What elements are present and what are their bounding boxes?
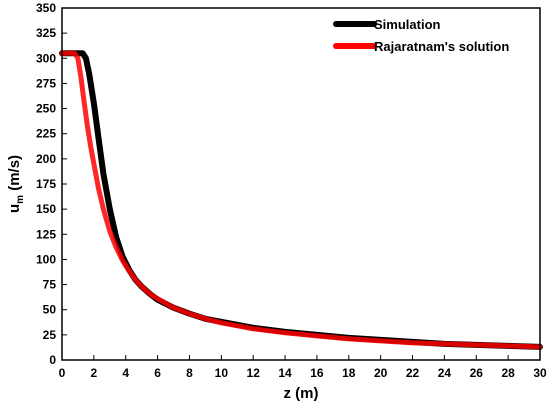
y-tick-label: 100 xyxy=(36,252,56,266)
y-tick-label: 350 xyxy=(36,1,56,15)
series-layer xyxy=(59,50,543,350)
x-tick-label: 4 xyxy=(122,366,129,380)
x-tick-label: 8 xyxy=(186,366,193,380)
legend: Simulation Rajaratnam's solution xyxy=(333,17,509,54)
plot-frame xyxy=(61,7,541,361)
y-axis-label-subscript: m xyxy=(15,195,26,204)
y-tick-label: 150 xyxy=(36,202,56,216)
series-line-simulation xyxy=(59,50,543,350)
x-axis-ticks: 0 2 4 6 8 10 12 14 16 18 20 22 24 26 28 30 xyxy=(59,355,547,380)
x-tick-label: 24 xyxy=(438,366,452,380)
y-tick-label: 275 xyxy=(36,76,56,90)
y-tick-label: 325 xyxy=(36,26,56,40)
x-tick-label: 2 xyxy=(91,366,98,380)
series-line-rajaratnam xyxy=(59,50,543,350)
x-tick-label: 18 xyxy=(342,366,356,380)
x-tick-label: 16 xyxy=(310,366,324,380)
x-tick-label: 6 xyxy=(154,366,161,380)
x-tick-label: 0 xyxy=(59,366,66,380)
y-tick-label: 300 xyxy=(36,51,56,65)
y-tick-label: 225 xyxy=(36,127,56,141)
y-tick-label: 0 xyxy=(49,353,56,367)
y-tick-label: 250 xyxy=(36,102,56,116)
legend-label-simulation: Simulation xyxy=(374,17,441,32)
y-tick-label: 175 xyxy=(36,177,56,191)
y-axis-label: um (m/s) xyxy=(6,155,26,213)
legend-label-rajaratnam: Rajaratnam's solution xyxy=(374,39,509,54)
x-tick-label: 10 xyxy=(215,366,229,380)
y-axis-label-unit: (m/s) xyxy=(6,155,23,195)
y-axis-ticks: 0 25 50 75 100 125 150 175 200 225 250 275 300 325 350 xyxy=(36,1,67,367)
x-axis-label: z (m) xyxy=(284,385,319,402)
y-tick-label: 25 xyxy=(43,328,57,342)
y-axis-label-main: u xyxy=(6,204,23,213)
y-tick-label: 75 xyxy=(43,278,57,292)
x-tick-label: 28 xyxy=(501,366,515,380)
y-tick-label: 50 xyxy=(43,303,57,317)
x-tick-label: 20 xyxy=(374,366,388,380)
y-tick-label: 125 xyxy=(36,227,56,241)
y-tick-label: 200 xyxy=(36,152,56,166)
x-tick-label: 26 xyxy=(470,366,484,380)
x-tick-label: 14 xyxy=(278,366,292,380)
x-tick-label: 22 xyxy=(406,366,420,380)
x-tick-label: 12 xyxy=(247,366,261,380)
x-tick-label: 30 xyxy=(533,366,547,380)
